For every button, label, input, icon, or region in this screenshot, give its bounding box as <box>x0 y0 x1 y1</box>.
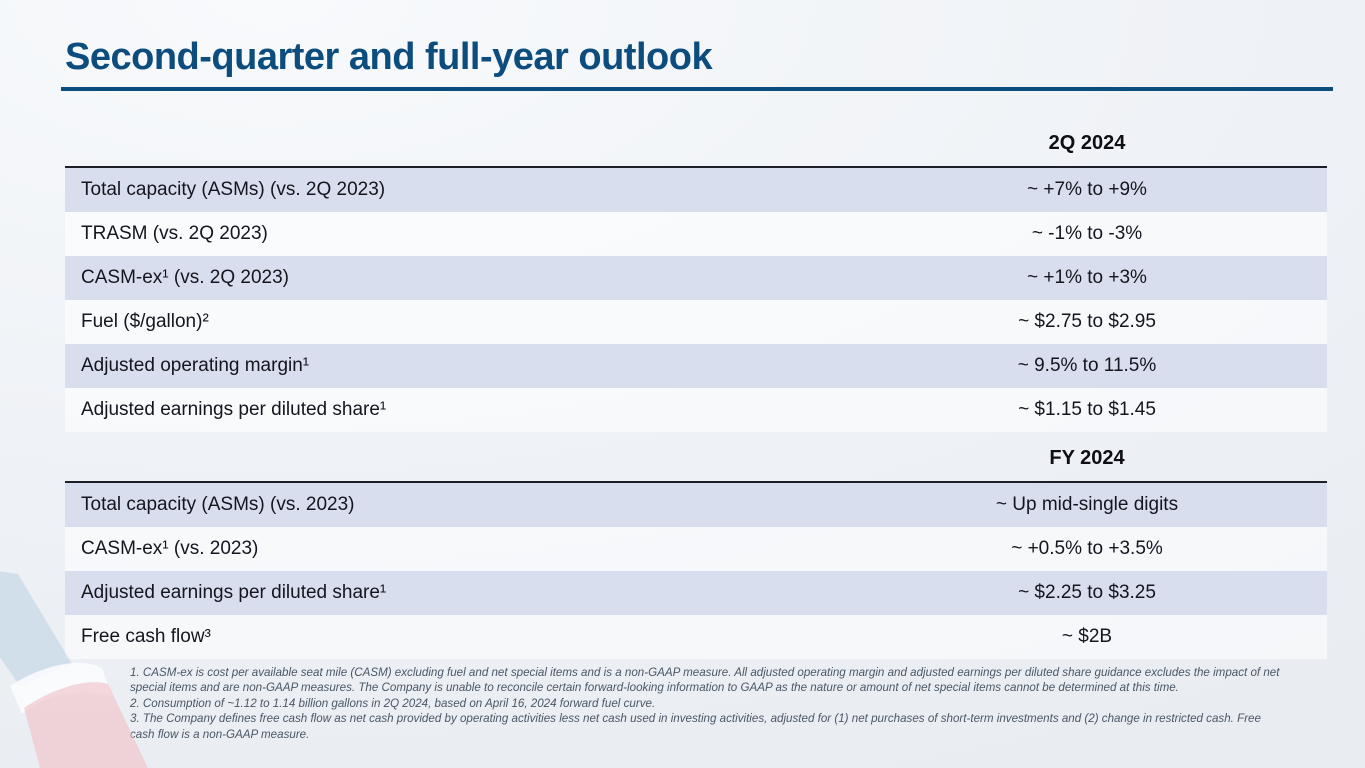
row-label: Adjusted earnings per diluted share¹ <box>81 582 387 603</box>
row-value: ~ $2.75 to $2.95 <box>1018 311 1156 332</box>
table-row: TRASM (vs. 2Q 2023) ~ -1% to -3% <box>65 212 1327 256</box>
row-value: ~ +1% to +3% <box>1027 267 1147 288</box>
outlook-table-2q2024: 2Q 2024 Total capacity (ASMs) (vs. 2Q 20… <box>65 121 1327 432</box>
row-value: ~ Up mid-single digits <box>995 494 1179 515</box>
footnote-2: 2. Consumption of ~1.12 to 1.14 billion … <box>130 696 656 710</box>
row-value: ~ $2.25 to $3.25 <box>1018 582 1156 603</box>
row-value: ~ $1.15 to $1.45 <box>1018 399 1156 420</box>
table-row: CASM-ex¹ (vs. 2023) ~ +0.5% to +3.5% <box>65 527 1327 571</box>
row-label: Free cash flow³ <box>81 626 211 647</box>
period-header-2q2024: 2Q 2024 <box>1048 132 1126 154</box>
row-label: Adjusted operating margin¹ <box>81 355 310 376</box>
row-label: CASM-ex¹ (vs. 2Q 2023) <box>81 267 289 288</box>
footnote-3: 3. The Company defines free cash flow as… <box>130 712 1261 741</box>
row-label: CASM-ex¹ (vs. 2023) <box>81 538 259 559</box>
outlook-table-fy2024: FY 2024 Total capacity (ASMs) (vs. 2023)… <box>65 436 1327 659</box>
table-row: Adjusted earnings per diluted share¹ ~ $… <box>65 388 1327 432</box>
row-label: Adjusted earnings per diluted share¹ <box>81 399 387 420</box>
row-value: ~ +0.5% to +3.5% <box>1011 538 1163 559</box>
row-label: Total capacity (ASMs) (vs. 2023) <box>81 494 355 515</box>
table-row: Fuel ($/gallon)² ~ $2.75 to $2.95 <box>65 300 1327 344</box>
row-value: ~ +7% to +9% <box>1027 179 1147 200</box>
period-header-row: FY 2024 <box>65 436 1327 481</box>
row-value: ~ $2B <box>1061 626 1113 647</box>
table-row: Adjusted earnings per diluted share¹ ~ $… <box>65 571 1327 615</box>
table-body: Total capacity (ASMs) (vs. 2Q 2023) ~ +7… <box>65 166 1327 432</box>
table-row: CASM-ex¹ (vs. 2Q 2023) ~ +1% to +3% <box>65 256 1327 300</box>
table-body: Total capacity (ASMs) (vs. 2023) ~ Up mi… <box>65 481 1327 659</box>
row-label: Total capacity (ASMs) (vs. 2Q 2023) <box>81 179 386 200</box>
row-value: ~ -1% to -3% <box>1031 223 1143 244</box>
footnote-1: 1. CASM-ex is cost per available seat mi… <box>130 666 1280 695</box>
page-title: Second-quarter and full-year outlook <box>65 36 713 78</box>
title-divider <box>61 87 1333 91</box>
table-row: Free cash flow³ ~ $2B <box>65 615 1327 659</box>
period-header-fy2024: FY 2024 <box>1049 447 1125 469</box>
row-label: Fuel ($/gallon)² <box>81 311 209 332</box>
row-label: TRASM (vs. 2Q 2023) <box>81 223 268 244</box>
row-value: ~ 9.5% to 11.5% <box>1017 355 1157 376</box>
table-row: Adjusted operating margin¹ ~ 9.5% to 11.… <box>65 344 1327 388</box>
table-row: Total capacity (ASMs) (vs. 2023) ~ Up mi… <box>65 483 1327 527</box>
table-row: Total capacity (ASMs) (vs. 2Q 2023) ~ +7… <box>65 168 1327 212</box>
footnotes: 1. CASM-ex is cost per available seat mi… <box>130 665 1282 742</box>
period-header-row: 2Q 2024 <box>65 121 1327 166</box>
